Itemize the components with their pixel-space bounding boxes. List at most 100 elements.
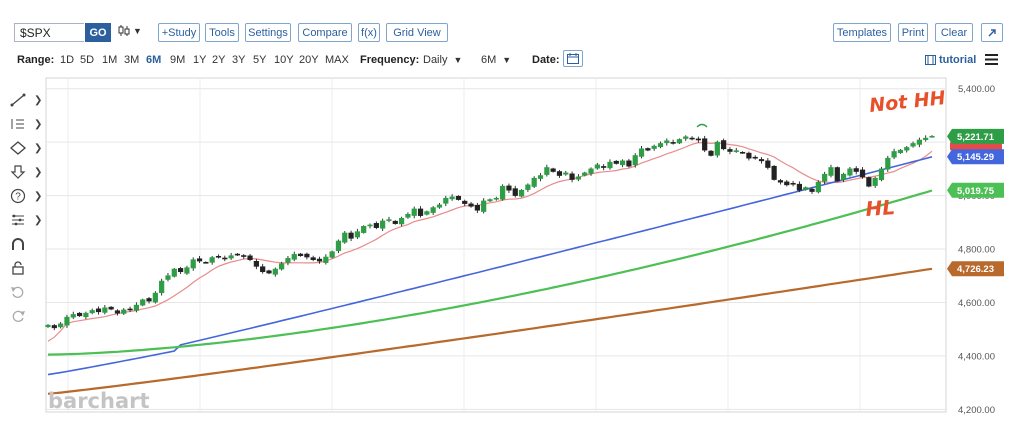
period-value: 6M: [481, 54, 497, 66]
range-20y[interactable]: 20Y: [299, 54, 319, 66]
film-icon: [925, 55, 936, 65]
go-button[interactable]: GO: [85, 23, 111, 42]
candle: [58, 321, 64, 329]
annotation-not-hh: Not HH: [868, 87, 946, 117]
candle: [76, 312, 83, 317]
candle: [405, 212, 411, 219]
clear-button[interactable]: Clear: [935, 23, 973, 42]
candle: [417, 206, 424, 218]
candle: [840, 172, 847, 182]
tutorial-link[interactable]: tutorial: [925, 54, 976, 66]
candle: [411, 206, 417, 219]
candle: [45, 324, 51, 328]
tools-button[interactable]: Tools: [205, 23, 239, 42]
magnet-icon: [12, 238, 24, 250]
symbol-input[interactable]: [14, 23, 84, 42]
candle: [291, 251, 297, 262]
range-max[interactable]: MAX: [325, 54, 349, 66]
candle: [272, 267, 278, 277]
candle: [803, 186, 809, 191]
candle: [613, 160, 619, 165]
chevron-right-icon: ❯: [34, 190, 43, 202]
trendline-icon: [10, 93, 26, 107]
study-button[interactable]: +Study: [158, 23, 200, 42]
candle: [140, 298, 146, 307]
candlestick-icon: [118, 25, 130, 36]
annotation-marker-top: [696, 123, 708, 128]
grid-view-button[interactable]: Grid View: [386, 23, 448, 42]
y-tick-label: 4,600.00: [958, 298, 995, 309]
price-tag-hidden: [950, 142, 1002, 151]
range-1y[interactable]: 1Y: [193, 54, 207, 66]
frequency-select[interactable]: Daily ▼: [423, 54, 462, 66]
range-1m[interactable]: 1M: [102, 54, 118, 66]
chart-type-dropdown[interactable]: ▼: [117, 24, 142, 37]
candle: [159, 278, 165, 296]
pitchfork-icon: [12, 214, 24, 226]
compare-button[interactable]: Compare: [298, 23, 352, 42]
undo-icon: [11, 286, 24, 298]
candle: [872, 176, 878, 188]
range-6m[interactable]: 6M: [146, 54, 162, 66]
fx-button[interactable]: f(x): [358, 23, 380, 42]
candle: [746, 151, 752, 161]
candle: [645, 147, 651, 152]
svg-text:5,019.75: 5,019.75: [957, 186, 995, 197]
candle: [721, 138, 727, 151]
help-tool[interactable]: ? ❯: [8, 186, 44, 206]
calendar-button[interactable]: [563, 50, 583, 67]
range-5y[interactable]: 5Y: [253, 54, 267, 66]
candle: [455, 195, 462, 201]
lock-icon: [12, 261, 24, 275]
candle: [190, 257, 196, 271]
trendline-tool[interactable]: ❯: [8, 90, 44, 110]
candle: [626, 158, 632, 168]
candle: [575, 174, 581, 182]
candle: [563, 170, 569, 176]
price-tag: 5,145.29: [947, 149, 1004, 165]
period-select[interactable]: 6M ▼: [481, 54, 511, 66]
pitchfork-tool[interactable]: ❯: [8, 210, 44, 230]
range-10y[interactable]: 10Y: [274, 54, 294, 66]
candle: [196, 255, 203, 263]
hamburger-menu-icon[interactable]: [985, 54, 998, 65]
ma-long-line: [47, 189, 933, 356]
candle: [929, 135, 935, 138]
range-2y[interactable]: 2Y: [212, 54, 226, 66]
templates-button[interactable]: Templates: [833, 23, 891, 42]
tutorial-label: tutorial: [939, 54, 977, 66]
range-1d[interactable]: 1D: [60, 54, 75, 66]
candle: [367, 223, 373, 229]
candle: [51, 323, 57, 331]
shapes-tool[interactable]: ❯: [8, 138, 44, 158]
candle: [752, 155, 758, 160]
candle: [443, 195, 449, 207]
price-tag: 4,726.23: [947, 261, 1004, 277]
price-chart[interactable]: 5,400.005,200.005,000.004,800.004,600.00…: [0, 70, 1024, 426]
fibonacci-tool[interactable]: ❯: [8, 114, 44, 134]
candle: [569, 171, 575, 183]
undo-tool[interactable]: [8, 282, 44, 302]
moving-averages: [47, 142, 933, 395]
shapes-icon: [10, 141, 26, 155]
magnet-tool[interactable]: [8, 234, 44, 254]
range-label: Range:: [17, 54, 55, 66]
redo-tool[interactable]: [8, 306, 44, 326]
candle: [619, 159, 626, 168]
candle: [638, 146, 645, 159]
range-3m[interactable]: 3M: [124, 54, 140, 66]
y-tick-label: 5,400.00: [958, 84, 995, 95]
ma-medium-line: [47, 156, 933, 376]
candle: [537, 173, 544, 182]
print-button[interactable]: Print: [898, 23, 928, 42]
range-5d[interactable]: 5D: [80, 54, 95, 66]
expand-button[interactable]: [981, 23, 1003, 42]
range-3y[interactable]: 3Y: [232, 54, 246, 66]
y-tick-label: 4,400.00: [958, 351, 995, 362]
range-9m[interactable]: 9M: [170, 54, 186, 66]
candle: [784, 179, 790, 187]
arrow-tool[interactable]: ❯: [8, 162, 44, 182]
lock-tool[interactable]: [8, 258, 44, 278]
candle: [64, 314, 70, 328]
settings-button[interactable]: Settings: [245, 23, 291, 42]
